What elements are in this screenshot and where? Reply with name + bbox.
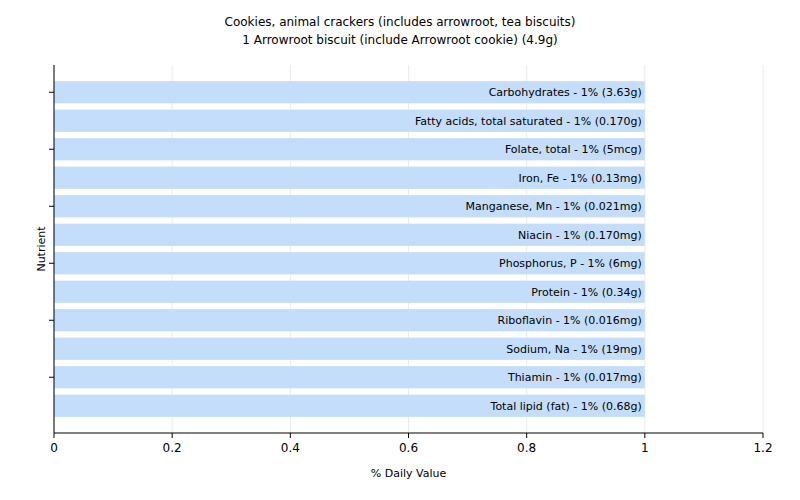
bar-label: Manganese, Mn - 1% (0.021mg) xyxy=(466,200,642,213)
bar xyxy=(54,281,645,303)
bar xyxy=(54,252,645,274)
bar xyxy=(54,224,645,246)
bar-label: Thiamin - 1% (0.017mg) xyxy=(507,371,642,384)
y-tick xyxy=(49,206,54,207)
bar-label: Carbohydrates - 1% (3.63g) xyxy=(489,86,642,99)
bar xyxy=(54,138,645,160)
bars xyxy=(54,81,645,417)
x-tick xyxy=(54,433,55,438)
y-tick xyxy=(49,320,54,321)
x-tick xyxy=(644,433,645,438)
bar-label: Niacin - 1% (0.170mg) xyxy=(518,229,642,242)
x-tick xyxy=(408,433,409,438)
bar-label: Total lipid (fat) - 1% (0.68g) xyxy=(490,400,642,413)
bar xyxy=(54,81,645,103)
x-tick-label: 0.2 xyxy=(163,441,182,455)
bar-label: Fatty acids, total saturated - 1% (0.170… xyxy=(415,115,642,128)
x-tick-label: 0.4 xyxy=(281,441,300,455)
bar-label: Riboflavin - 1% (0.016mg) xyxy=(498,314,642,327)
y-axis-label: Nutrient xyxy=(35,226,48,272)
x-tick xyxy=(763,433,764,438)
y-axis xyxy=(54,65,55,433)
grid-line xyxy=(54,65,55,433)
data-labels: Carbohydrates - 1% (3.63g) Fatty acids, t… xyxy=(415,86,642,413)
bar-label: Sodium, Na - 1% (19mg) xyxy=(506,343,642,356)
y-tick xyxy=(49,377,54,378)
title: Cookies, animal crackers (includes arrow… xyxy=(225,15,576,29)
bar xyxy=(54,395,645,417)
bar xyxy=(54,110,645,132)
subtitle: 1 Arrowroot biscuit (include Arrowroot c… xyxy=(242,33,557,47)
y-tick xyxy=(49,263,54,264)
y-tick xyxy=(49,92,54,93)
bar xyxy=(54,309,645,331)
chart: Cookies, animal crackers (includes arrow… xyxy=(0,0,800,500)
x-tick-label: 0 xyxy=(50,441,58,455)
bar xyxy=(54,338,645,360)
bar xyxy=(54,167,645,189)
bar-label: Iron, Fe - 1% (0.13mg) xyxy=(518,172,641,185)
grid-line xyxy=(763,65,764,433)
y-tick xyxy=(49,149,54,150)
bar xyxy=(54,195,645,217)
x-tick-label: 1.2 xyxy=(753,441,772,455)
x-tick xyxy=(526,433,527,438)
x-tick xyxy=(172,433,173,438)
x-axis-label: % Daily Value xyxy=(371,467,447,480)
bar-label: Phosphorus, P - 1% (6mg) xyxy=(499,257,642,270)
bar-label: Protein - 1% (0.34g) xyxy=(531,286,642,299)
x-tick-label: 0.6 xyxy=(399,441,418,455)
x-tick-label: 0.8 xyxy=(517,441,536,455)
x-tick xyxy=(290,433,291,438)
bar xyxy=(54,366,645,388)
x-tick-label: 1 xyxy=(641,441,649,455)
bar-label: Folate, total - 1% (5mcg) xyxy=(505,143,642,156)
